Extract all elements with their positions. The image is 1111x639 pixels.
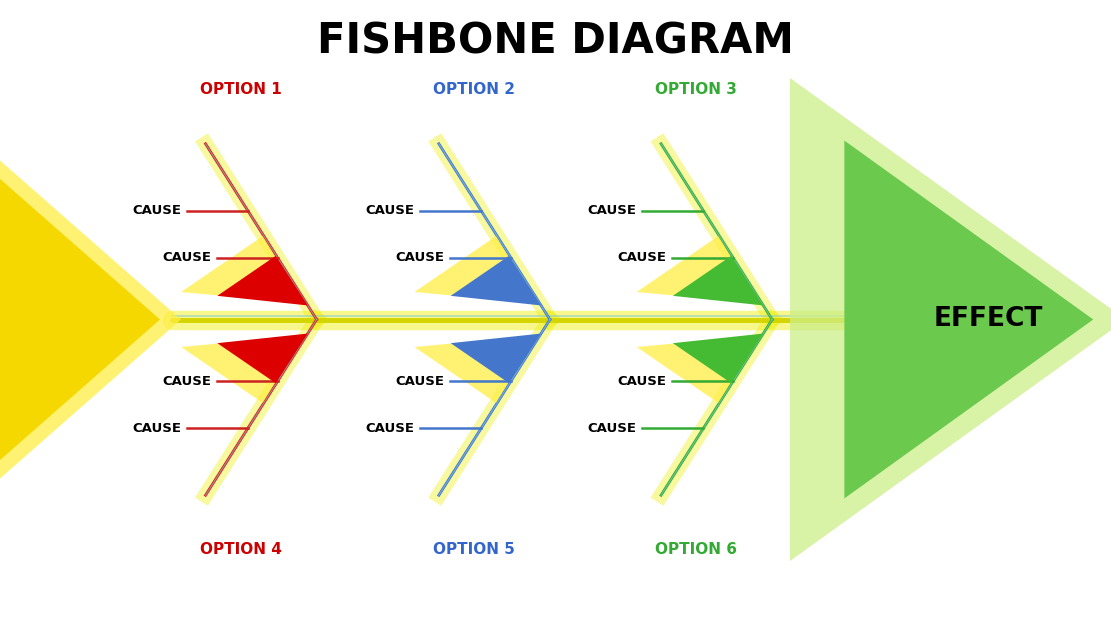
Polygon shape: [790, 78, 1111, 561]
Text: OPTION 4: OPTION 4: [200, 542, 282, 557]
Text: OPTION 5: OPTION 5: [433, 542, 516, 557]
Text: CAUSE: CAUSE: [366, 422, 414, 435]
Text: CAUSE: CAUSE: [618, 374, 667, 387]
Polygon shape: [673, 334, 763, 383]
Polygon shape: [637, 236, 759, 304]
Polygon shape: [0, 130, 181, 509]
Text: EFFECT: EFFECT: [934, 307, 1043, 332]
Polygon shape: [637, 335, 759, 403]
Text: CAUSE: CAUSE: [162, 374, 211, 387]
Text: CAUSE: CAUSE: [618, 252, 667, 265]
Text: OPTION 6: OPTION 6: [655, 542, 738, 557]
Text: OPTION 2: OPTION 2: [433, 82, 516, 97]
Polygon shape: [451, 334, 541, 383]
Text: CAUSE: CAUSE: [366, 204, 414, 217]
Text: CAUSE: CAUSE: [396, 374, 444, 387]
Text: FISHBONE DIAGRAM: FISHBONE DIAGRAM: [317, 20, 794, 63]
Polygon shape: [451, 256, 541, 305]
Polygon shape: [844, 141, 1093, 498]
Text: CAUSE: CAUSE: [588, 204, 637, 217]
Text: OPTION 1: OPTION 1: [200, 82, 282, 97]
Text: OPTION 3: OPTION 3: [655, 82, 738, 97]
Text: CAUSE: CAUSE: [162, 252, 211, 265]
Polygon shape: [414, 335, 537, 403]
Text: CAUSE: CAUSE: [132, 422, 181, 435]
Polygon shape: [218, 256, 308, 305]
Polygon shape: [181, 335, 303, 403]
Text: CAUSE: CAUSE: [132, 204, 181, 217]
Polygon shape: [218, 334, 308, 383]
Text: CAUSE: CAUSE: [588, 422, 637, 435]
Text: CAUSE: CAUSE: [396, 252, 444, 265]
Polygon shape: [0, 179, 160, 460]
Polygon shape: [181, 236, 303, 304]
Polygon shape: [673, 256, 763, 305]
Polygon shape: [414, 236, 537, 304]
